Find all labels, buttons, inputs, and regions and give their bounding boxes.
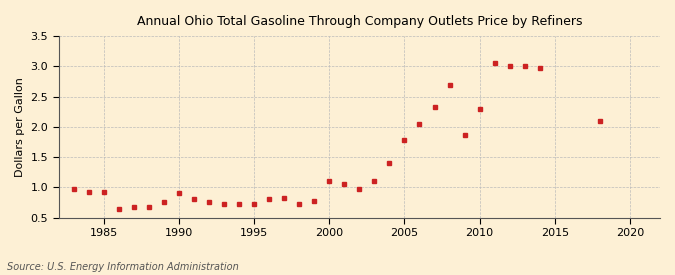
Text: Source: U.S. Energy Information Administration: Source: U.S. Energy Information Administ… bbox=[7, 262, 238, 272]
Y-axis label: Dollars per Gallon: Dollars per Gallon bbox=[15, 77, 25, 177]
Title: Annual Ohio Total Gasoline Through Company Outlets Price by Refiners: Annual Ohio Total Gasoline Through Compa… bbox=[136, 15, 582, 28]
